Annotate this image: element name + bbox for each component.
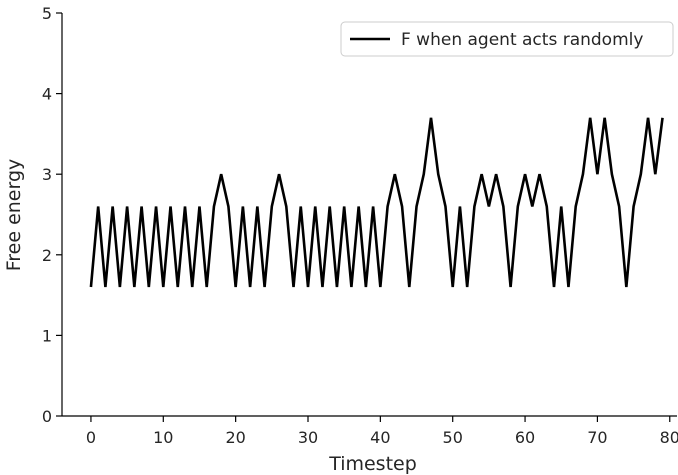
x-tick-label: 10: [153, 428, 173, 447]
y-tick-label: 5: [42, 4, 52, 23]
legend: F when agent acts randomly: [340, 21, 674, 57]
y-axis-ticks: 0 1 2 3 4 5: [42, 4, 62, 426]
x-tick-label: 40: [370, 428, 390, 447]
x-tick-label: 60: [515, 428, 535, 447]
x-tick-label: 20: [225, 428, 245, 447]
legend-label: F when agent acts randomly: [401, 30, 643, 50]
x-tick-label: 30: [298, 428, 318, 447]
y-tick-label: 4: [42, 85, 52, 104]
x-tick-label: 70: [587, 428, 607, 447]
y-tick-label: 2: [42, 246, 52, 265]
y-axis-label: Free energy: [3, 159, 25, 272]
x-axis-label: Timestep: [328, 453, 417, 475]
x-tick-label: 50: [443, 428, 463, 447]
y-tick-label: 0: [42, 407, 52, 426]
y-tick-label: 1: [42, 326, 52, 345]
x-tick-label: 0: [86, 428, 96, 447]
y-tick-label: 3: [42, 165, 52, 184]
x-tick-label: 80: [660, 428, 678, 447]
series-line-random: [89, 117, 664, 288]
x-axis-ticks: 0 10 20 30 40 50 60 70 80: [86, 416, 678, 447]
legend-box: [340, 21, 674, 57]
